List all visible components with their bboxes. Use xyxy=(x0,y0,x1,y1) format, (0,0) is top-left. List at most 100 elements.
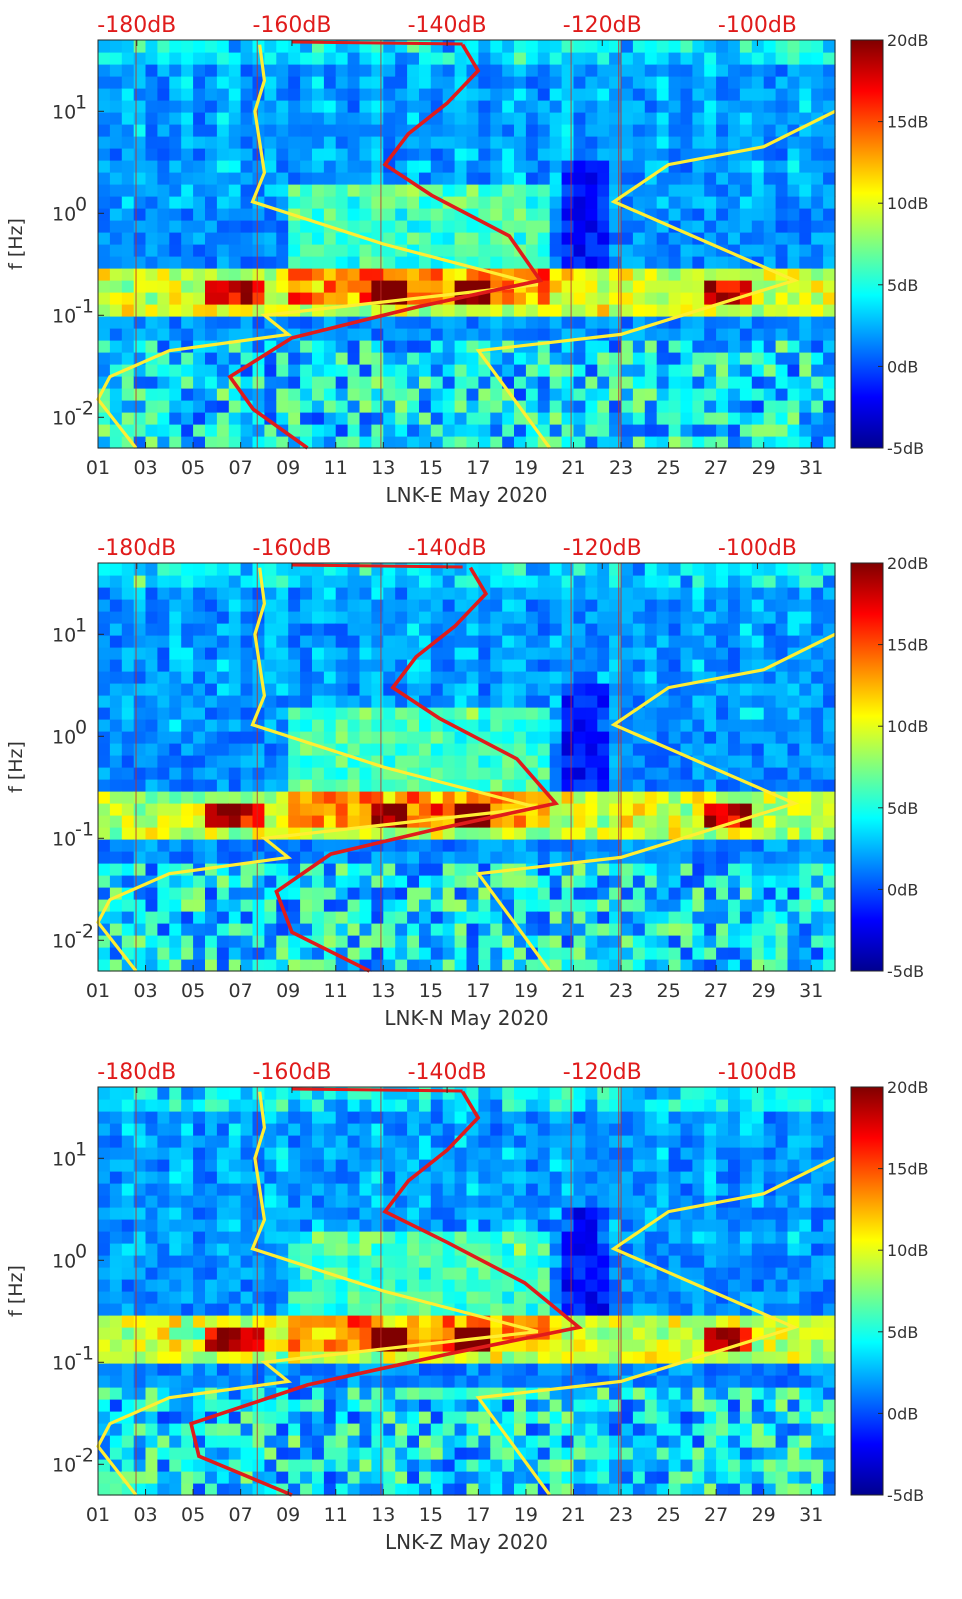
spectrogram-cell xyxy=(430,280,444,293)
spectrogram-cell xyxy=(525,184,539,197)
spectrogram-cell xyxy=(739,707,753,720)
spectrogram-cell xyxy=(347,935,361,948)
spectrogram-cell xyxy=(454,376,468,389)
spectrogram-cell xyxy=(644,851,658,864)
spectrogram-cell xyxy=(133,232,147,245)
spectrogram-cell xyxy=(597,148,610,161)
spectrogram-cell xyxy=(264,1123,277,1136)
spectrogram-cell xyxy=(680,647,693,660)
spectrogram-cell xyxy=(193,587,206,600)
spectrogram-cell xyxy=(597,755,610,768)
spectrogram-cell xyxy=(216,220,230,233)
spectrogram-cell xyxy=(419,136,432,149)
spectrogram-cell xyxy=(502,947,515,960)
spectrogram-cell xyxy=(502,599,515,612)
spectrogram-cell xyxy=(240,1303,254,1316)
spectrogram-cell xyxy=(549,136,563,149)
spectrogram-cell xyxy=(644,719,658,732)
spectrogram-cell xyxy=(133,160,147,173)
spectrogram-cell xyxy=(205,959,218,972)
spectrogram-cell xyxy=(680,911,693,924)
spectrogram-cell xyxy=(371,436,384,449)
spectrogram-cell xyxy=(395,160,408,173)
spectrogram-cell xyxy=(561,899,575,912)
spectrogram-cell xyxy=(169,839,182,852)
spectrogram-cell xyxy=(252,388,265,401)
spectrogram-cell xyxy=(775,611,789,624)
spectrogram-cell xyxy=(205,1279,218,1292)
spectrogram-cell xyxy=(252,1291,265,1304)
spectrogram-cell xyxy=(157,424,170,437)
spectrogram-cell xyxy=(739,827,753,840)
spectrogram-cell xyxy=(205,779,218,792)
spectrogram-cell xyxy=(288,1327,301,1340)
spectrogram-cell xyxy=(359,683,372,696)
spectrogram-cell xyxy=(537,671,551,684)
spectrogram-cell xyxy=(561,659,575,672)
x-axis-tick-label: 17 xyxy=(466,457,490,479)
spectrogram-cell xyxy=(490,52,503,65)
spectrogram-cell xyxy=(133,1195,147,1208)
spectrogram-cell xyxy=(442,400,456,413)
spectrogram-cell xyxy=(335,268,349,281)
spectrogram-cell xyxy=(728,256,741,269)
spectrogram-cell xyxy=(264,208,277,221)
spectrogram-cell xyxy=(133,88,147,101)
spectrogram-cell xyxy=(811,424,824,437)
spectrogram-cell xyxy=(632,436,646,449)
spectrogram-cell xyxy=(181,1195,194,1208)
spectrogram-cell xyxy=(133,779,147,792)
spectrogram-cell xyxy=(181,112,194,125)
spectrogram-cell xyxy=(109,136,123,149)
spectrogram-cell xyxy=(609,232,622,245)
spectrogram-cell xyxy=(169,1135,182,1148)
spectrogram-cell xyxy=(216,148,230,161)
spectrogram-cell xyxy=(561,388,575,401)
spectrogram-cell xyxy=(109,707,123,720)
spectrogram-cell xyxy=(109,1123,123,1136)
spectrogram-cell xyxy=(430,328,444,341)
spectrogram-cell xyxy=(300,647,313,660)
spectrogram-cell xyxy=(98,328,111,341)
spectrogram-cell xyxy=(288,1399,301,1412)
spectrogram-cell xyxy=(525,659,539,672)
spectrogram-cell xyxy=(680,947,693,960)
spectrogram-cell xyxy=(323,208,337,221)
spectrogram-cell xyxy=(739,803,753,816)
spectrogram-cell xyxy=(525,575,539,588)
spectrogram-cell xyxy=(787,160,800,173)
spectrogram-cell xyxy=(323,328,337,341)
spectrogram-cell xyxy=(739,563,753,576)
spectrogram-cell xyxy=(466,388,479,401)
spectrogram-cell xyxy=(728,947,741,960)
spectrogram-cell xyxy=(169,791,182,804)
spectrogram-cell xyxy=(537,316,551,329)
spectrogram-cell xyxy=(680,124,693,137)
top-axis-tick-label: -140dB xyxy=(408,13,487,38)
spectrogram-cell xyxy=(692,412,705,425)
spectrogram-cell xyxy=(300,1279,313,1292)
spectrogram-cell xyxy=(751,244,765,257)
spectrogram-cell xyxy=(181,719,194,732)
spectrogram-cell xyxy=(549,947,563,960)
spectrogram-cell xyxy=(632,683,646,696)
spectrogram-cell xyxy=(644,659,658,672)
spectrogram-cell xyxy=(181,875,194,888)
spectrogram-cell xyxy=(193,1159,206,1172)
spectrogram-cell xyxy=(621,611,634,624)
spectrogram-cell xyxy=(288,1363,301,1376)
spectrogram-cell xyxy=(585,767,598,780)
spectrogram-cell xyxy=(169,587,182,600)
spectrogram-cell xyxy=(395,959,408,972)
spectrogram-cell xyxy=(454,695,468,708)
spectrogram-cell xyxy=(597,388,610,401)
spectrogram-cell xyxy=(169,911,182,924)
spectrogram-cell xyxy=(751,64,765,77)
spectrogram-cell xyxy=(442,575,456,588)
spectrogram-cell xyxy=(478,683,491,696)
spectrogram-cell xyxy=(300,1147,313,1160)
spectrogram-cell xyxy=(537,887,551,900)
spectrogram-cell xyxy=(466,659,479,672)
spectrogram-cell xyxy=(656,196,670,209)
spectrogram-cell xyxy=(252,899,265,912)
